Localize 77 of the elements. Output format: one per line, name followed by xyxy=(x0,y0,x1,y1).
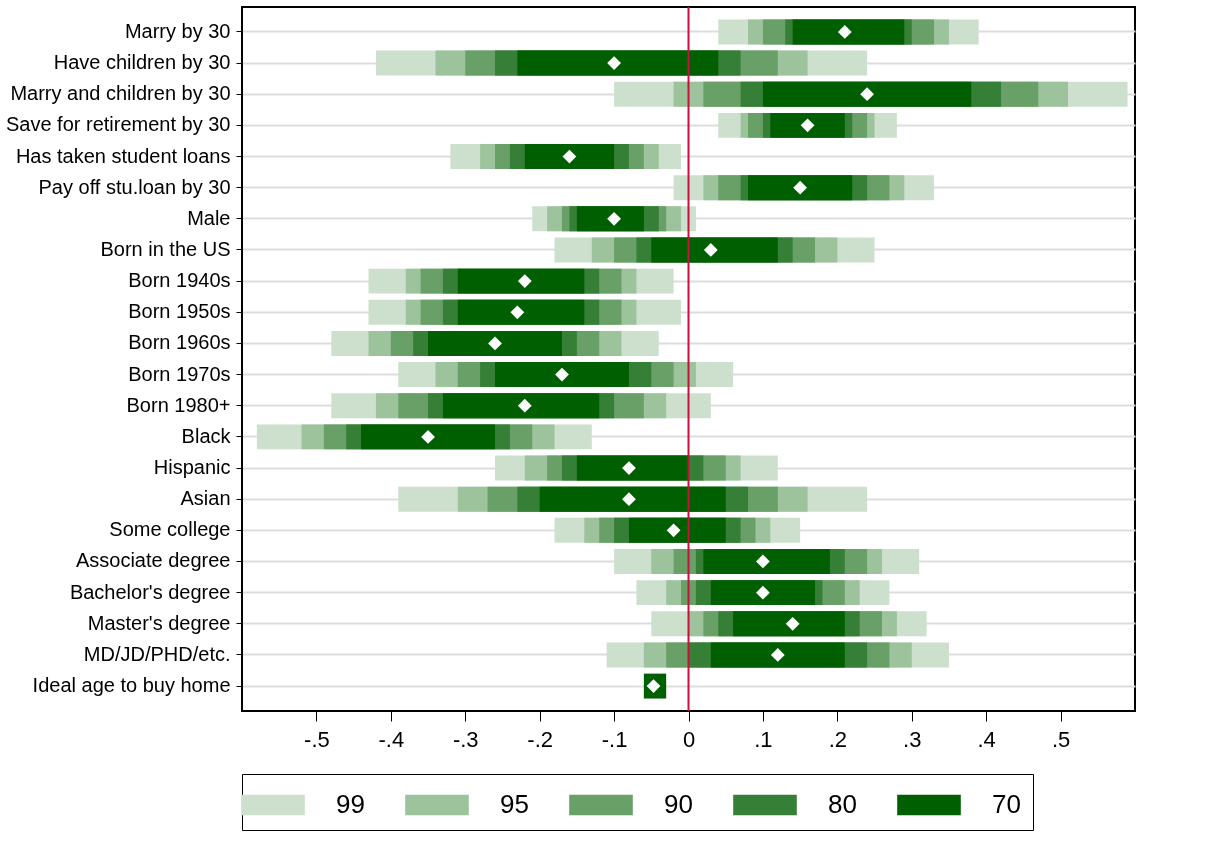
y-tick-label: Born 1960s xyxy=(128,331,231,354)
y-tick-label: MD/JD/PHD/etc. xyxy=(83,642,231,665)
y-tick-label: Bachelor's degree xyxy=(69,580,231,603)
point xyxy=(770,648,785,662)
bar xyxy=(517,50,719,76)
y-tick-label: Asian xyxy=(180,487,231,510)
y-tick-label: Black xyxy=(181,424,232,447)
y-tick-label: Master's degree xyxy=(87,611,231,634)
x-tick-label: .4 xyxy=(977,726,996,752)
x-tick-label: .1 xyxy=(754,726,773,752)
point xyxy=(800,118,815,133)
x-tick-label: 0 xyxy=(682,726,696,752)
y-tick-label: Save for retirement by 30 xyxy=(5,113,231,136)
bar xyxy=(457,299,585,325)
x-tick-label: .5 xyxy=(1051,726,1071,752)
x-tick-label: -.1 xyxy=(601,726,628,752)
y-tick-label: Marry by 30 xyxy=(124,19,231,42)
point xyxy=(793,180,808,195)
point xyxy=(785,616,800,631)
bar xyxy=(710,642,845,668)
point xyxy=(510,305,525,320)
point xyxy=(607,56,621,70)
legend-label: 99 xyxy=(336,789,365,819)
y-tick-label: Born 1950s xyxy=(128,300,231,323)
y-tick-label: Born 1970s xyxy=(128,362,231,385)
y-tick-label: Marry and children by 30 xyxy=(10,82,231,105)
bar xyxy=(576,455,689,481)
point xyxy=(756,554,770,569)
y-tick-label: Some college xyxy=(109,518,231,541)
legend-label: 95 xyxy=(500,789,529,819)
point xyxy=(517,274,532,289)
bar xyxy=(762,81,972,107)
point xyxy=(703,243,718,257)
bar xyxy=(703,549,830,574)
y-tick-label: Associate degree xyxy=(75,549,231,572)
bar xyxy=(428,330,562,356)
y-tick-label: Pay off stu.loan by 30 xyxy=(38,175,231,198)
x-tick-label: -.5 xyxy=(304,726,330,752)
y-tick-label: Born 1980+ xyxy=(126,393,231,416)
x-tick-label: -.3 xyxy=(452,726,479,752)
point xyxy=(860,87,874,102)
legend-label: 90 xyxy=(664,789,693,819)
bar xyxy=(628,517,726,543)
x-tick-label: .3 xyxy=(903,726,922,752)
point xyxy=(756,585,770,600)
point xyxy=(666,523,681,538)
bar xyxy=(457,268,585,294)
x-tick-label: -.2 xyxy=(527,726,554,752)
y-tick-label: Born 1940s xyxy=(128,269,231,292)
legend-label: 80 xyxy=(828,789,857,819)
bar xyxy=(539,486,726,512)
point xyxy=(607,211,621,226)
y-tick-label: Male xyxy=(187,206,231,229)
y-tick-label: Hispanic xyxy=(153,456,231,479)
x-tick-label: -.4 xyxy=(378,726,405,752)
y-tick-label: Has taken student loans xyxy=(15,144,231,167)
bar xyxy=(442,393,600,419)
bar xyxy=(495,362,629,388)
point xyxy=(421,429,435,444)
point xyxy=(517,398,532,413)
bar xyxy=(576,206,644,232)
bar xyxy=(710,580,816,606)
point xyxy=(622,492,636,507)
bar xyxy=(524,144,615,169)
y-tick-label: Born in the US xyxy=(100,237,231,260)
bar xyxy=(770,112,845,138)
point xyxy=(837,25,852,39)
point xyxy=(555,367,569,382)
bar xyxy=(651,237,778,263)
bar xyxy=(748,175,853,201)
x-tick-label: .2 xyxy=(828,726,848,752)
legend-label: 70 xyxy=(992,789,1021,819)
y-tick-label: Have children by 30 xyxy=(53,51,231,74)
bar xyxy=(733,611,845,637)
bar xyxy=(361,424,496,450)
y-tick-label: Ideal age to buy home xyxy=(32,674,231,697)
point xyxy=(488,336,502,351)
